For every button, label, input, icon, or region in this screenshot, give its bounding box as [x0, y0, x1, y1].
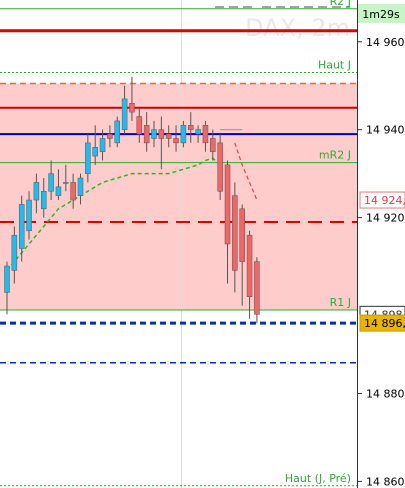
candle — [48, 160, 54, 201]
candle — [129, 76, 135, 121]
candle-body — [239, 208, 245, 262]
price-tag-label: 14 896, — [364, 317, 405, 330]
candle-body — [224, 164, 231, 245]
candle-body — [129, 103, 135, 113]
candle-body — [158, 129, 165, 139]
candle-body — [254, 261, 260, 315]
candle — [33, 173, 40, 214]
candle — [232, 182, 238, 293]
candle-body — [210, 138, 216, 152]
candle-body — [55, 186, 62, 196]
candle-body — [246, 234, 253, 298]
candle — [70, 173, 76, 209]
candle-body — [63, 182, 69, 184]
candle — [143, 112, 150, 152]
zone-band — [0, 83, 357, 310]
candle — [210, 129, 216, 161]
candle — [158, 116, 165, 170]
candle-body — [107, 133, 113, 139]
candle-body — [202, 125, 209, 144]
candle — [239, 204, 245, 306]
candle-body — [18, 204, 25, 249]
candle — [254, 257, 260, 324]
candle-body — [77, 177, 84, 196]
ma-red-line — [234, 142, 258, 201]
price-axis: 14 960 14 940 14 920 14 880 14 860 14 924, 14 … — [357, 36, 405, 488]
candle — [18, 195, 25, 262]
candle-body — [48, 173, 54, 192]
candle — [99, 129, 106, 161]
level-label: Haut J — [318, 59, 351, 72]
candle — [114, 116, 120, 148]
candle-body — [136, 116, 143, 135]
level-label: Haut (J, Pré) — [285, 472, 351, 485]
candle — [224, 160, 231, 284]
level-label: R2 J — [330, 0, 351, 8]
axis-tick-label: 14 940 — [366, 124, 405, 137]
watermark: DAX, 2m — [245, 14, 350, 42]
candles — [4, 76, 260, 324]
level-labels: R2 J Haut J mR2 J R1 J Haut (J, Pré) — [285, 0, 351, 485]
candle-body — [4, 265, 10, 293]
candle — [121, 85, 128, 135]
candle — [151, 120, 157, 148]
candle — [41, 178, 47, 218]
candle — [55, 169, 62, 201]
level-lines — [0, 8, 357, 487]
candle — [165, 125, 172, 148]
candle-body — [11, 234, 18, 271]
candle — [92, 125, 98, 165]
candle — [202, 120, 209, 152]
candle-body — [85, 142, 91, 174]
candle-body — [232, 195, 238, 271]
moving-averages — [6, 129, 258, 271]
candle-body — [41, 190, 47, 210]
candle — [180, 120, 187, 148]
candle-body — [92, 147, 98, 157]
price-tag-label: 14 924, — [364, 194, 405, 207]
candle-body — [33, 182, 40, 201]
axis-tick-label: 14 960 — [366, 36, 405, 49]
axis-tick-label: 14 860 — [366, 475, 405, 488]
candle — [85, 134, 91, 183]
candle-body — [180, 125, 187, 144]
candle — [107, 125, 113, 148]
candle-body — [173, 138, 179, 144]
timer-badge — [358, 4, 405, 23]
candle — [173, 125, 179, 152]
axis-tick-label: 14 920 — [366, 212, 405, 225]
candle — [188, 112, 194, 143]
candle-body — [99, 138, 106, 152]
ma-green-line — [6, 157, 221, 271]
level-label: mR2 J — [319, 149, 351, 162]
candle-body — [195, 129, 201, 135]
candle — [4, 261, 10, 315]
price-zone — [0, 83, 357, 310]
candle — [217, 134, 223, 201]
candle-body — [165, 133, 172, 139]
candle-body — [151, 129, 157, 139]
candle-body — [70, 182, 76, 201]
candle-body — [188, 125, 194, 130]
candle — [26, 191, 32, 240]
candle — [11, 226, 18, 284]
timer-text: 1m29s — [362, 8, 400, 21]
candle — [63, 164, 69, 192]
candle-body — [114, 120, 120, 144]
price-tag — [359, 191, 405, 209]
candle — [195, 125, 201, 143]
candle-body — [26, 199, 32, 232]
candle — [246, 230, 253, 319]
axis-tick-label: 14 880 — [366, 387, 405, 400]
candle-body — [143, 125, 150, 144]
candle-body — [121, 98, 128, 130]
candle — [136, 107, 143, 143]
price-tag — [359, 314, 405, 332]
level-label: R1 J — [330, 296, 351, 309]
candle — [77, 173, 84, 205]
candle-body — [217, 142, 223, 192]
